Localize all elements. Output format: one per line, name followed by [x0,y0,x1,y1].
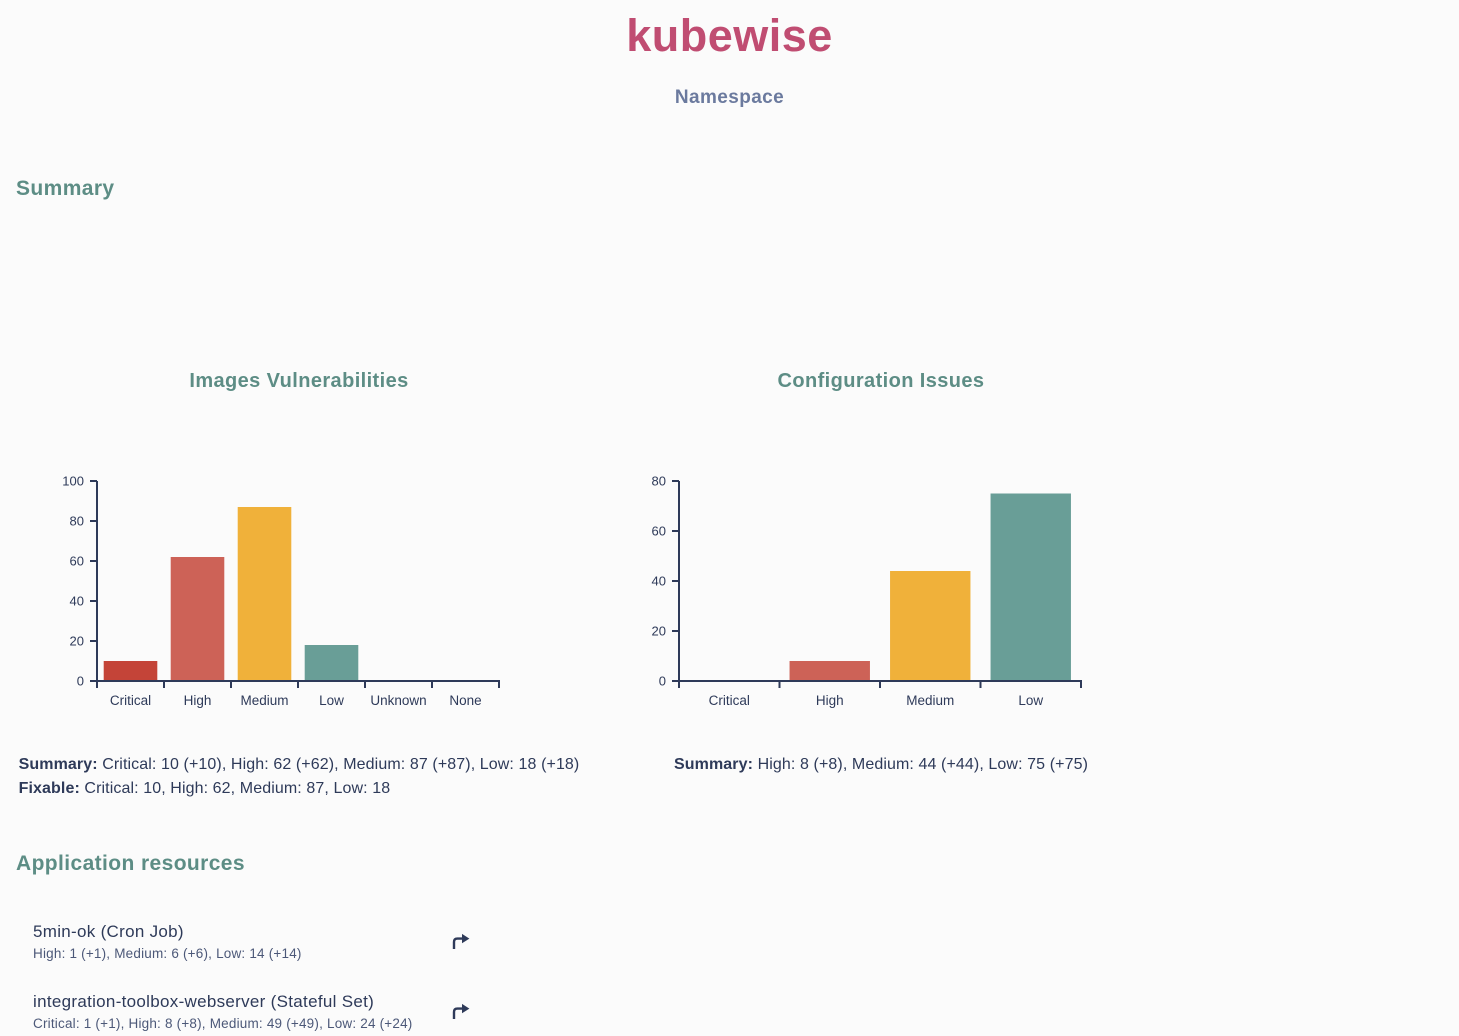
summary-value: High: 8 (+8), Medium: 44 (+44), Low: 75 … [757,756,1089,773]
configuration-issues-bar-chart: 0 20 40 60 80 Critical High Medium Low [652,474,1082,708]
resource-item-5min-ok[interactable]: 5min-ok (Cron Job) High: 1 (+1), Medium:… [16,918,472,966]
chart-title: Images Vulnerabilities [189,370,409,392]
svg-text:80: 80 [70,514,84,529]
images-vulnerabilities-panel: Images Vulnerabilities 0 20 40 60 80 100 Criti… [8,369,590,801]
app-title: kubewise [626,10,833,61]
open-resource-arrow-icon[interactable] [448,1000,472,1024]
resource-severity-summary: High: 1 (+1), Medium: 6 (+6), Low: 14 (+… [33,946,302,961]
resource-severity-summary: Critical: 1 (+1), High: 8 (+8), Medium: … [33,1016,413,1031]
images-vulnerabilities-summary: Summary: Critical: 10 (+10), High: 62 (+… [19,753,580,801]
summary-charts-grid: Images Vulnerabilities 0 20 40 60 80 100 Criti… [8,369,1459,801]
fixable-line: Fixable: Critical: 10, High: 62, Medium:… [19,777,580,801]
resource-title: 5min-ok (Cron Job) [33,922,184,941]
svg-text:40: 40 [70,594,84,609]
svg-text:High: High [184,693,212,708]
svg-text:Low: Low [319,693,344,708]
application-resource-list: 5min-ok (Cron Job) High: 1 (+1), Medium:… [16,918,1459,1036]
svg-text:20: 20 [652,624,666,639]
images-vulnerabilities-bar-chart: 0 20 40 60 80 100 Critical High Medium Low Unknown… [62,474,500,708]
summary-value: Critical: 10 (+10), High: 62 (+62), Medi… [102,756,580,773]
svg-text:80: 80 [652,474,666,489]
summary-line: Summary: Critical: 10 (+10), High: 62 (+… [19,753,580,777]
svg-text:Medium: Medium [906,693,954,708]
resource-text: integration-toolbox-webserver (Stateful … [33,990,413,1034]
svg-text:Critical: Critical [709,693,750,708]
resource-text: 5min-ok (Cron Job) High: 1 (+1), Medium:… [33,920,302,964]
svg-text:60: 60 [652,524,666,539]
chart-title: Configuration Issues [777,370,985,392]
fixable-label: Fixable: [18,780,80,797]
summary-label: Summary: [18,756,98,773]
summary-section-heading: Summary [16,177,115,200]
svg-text:Low: Low [1018,693,1043,708]
page-subtitle: Namespace [674,87,785,108]
resource-item-integration-toolbox-webserver[interactable]: integration-toolbox-webserver (Stateful … [16,988,472,1036]
svg-text:0: 0 [77,674,84,689]
svg-text:0: 0 [659,674,666,689]
open-resource-arrow-icon[interactable] [448,930,472,954]
fixable-value: Critical: 10, High: 62, Medium: 87, Low:… [84,780,391,797]
svg-text:Critical: Critical [110,693,151,708]
configuration-issues-panel: Configuration Issues 0 20 40 60 80 Critical Hi… [590,369,1172,801]
svg-text:Medium: Medium [240,693,288,708]
svg-text:High: High [816,693,844,708]
resource-title: integration-toolbox-webserver (Stateful … [33,992,375,1011]
configuration-issues-summary: Summary: High: 8 (+8), Medium: 44 (+44),… [674,753,1088,777]
svg-text:100: 100 [62,474,84,489]
application-resources-heading: Application resources [16,852,245,875]
svg-text:None: None [449,693,481,708]
svg-text:20: 20 [70,634,84,649]
summary-label: Summary: [673,756,754,773]
summary-line: Summary: High: 8 (+8), Medium: 44 (+44),… [674,753,1088,777]
svg-text:Unknown: Unknown [370,693,426,708]
svg-text:40: 40 [652,574,666,589]
svg-text:60: 60 [70,554,84,569]
